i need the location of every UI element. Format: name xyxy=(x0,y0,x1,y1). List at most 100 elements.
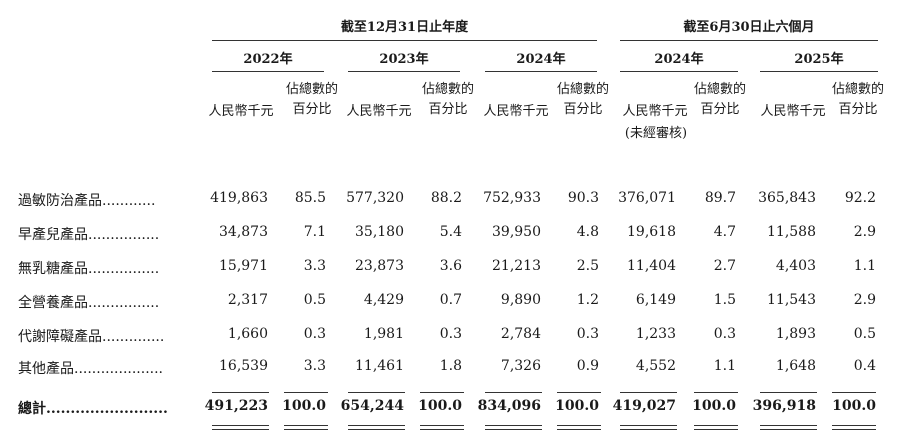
double-underline-segment xyxy=(620,429,677,430)
table-row: 無乳糖產品................ 15,971 3.3 23,873 3.6 2… xyxy=(0,258,900,282)
year-header-2023: 2023年 xyxy=(379,52,429,67)
percent-cell: 100.0 xyxy=(832,398,876,414)
table-row: 其他產品.................... 16,539 3.3 11,461 1… xyxy=(0,358,900,382)
percent-cell: 4.7 xyxy=(713,224,736,240)
percent-cell: 89.7 xyxy=(704,190,736,206)
amount-cell: 4,552 xyxy=(635,358,676,374)
total-top-rule xyxy=(620,392,677,393)
percent-cell: 7.1 xyxy=(303,224,326,240)
amount-cell: 34,873 xyxy=(219,224,268,240)
double-underline-segment xyxy=(284,425,328,426)
double-underline-segment xyxy=(348,429,405,430)
group-rule-annual xyxy=(212,40,597,41)
percent-cell: 1.2 xyxy=(576,292,599,308)
row-label: 無乳糖產品................ xyxy=(18,261,160,277)
percent-cell: 5.4 xyxy=(439,224,462,240)
amount-cell: 4,403 xyxy=(775,258,816,274)
total-row: 總計......................... 491,223 100.0 6… xyxy=(0,398,900,422)
percent-cell: 3.3 xyxy=(303,258,326,274)
percent-cell: 1.8 xyxy=(439,358,462,374)
amount-cell: 2,784 xyxy=(500,326,541,342)
table-row: 過敏防治產品............ 419,863 85.5 577,320 88.2… xyxy=(0,190,900,214)
amount-cell: 21,213 xyxy=(492,258,541,274)
percent-cell: 0.3 xyxy=(713,326,736,342)
double-underline-segment xyxy=(694,425,738,426)
percent-cell: 90.3 xyxy=(567,190,599,206)
subheader-unaudited: (未經審核) xyxy=(624,126,688,141)
amount-cell: 9,890 xyxy=(500,292,541,308)
percent-cell: 100.0 xyxy=(282,398,326,414)
percent-cell: 0.5 xyxy=(303,292,326,308)
year-header-2024-interim: 2024年 xyxy=(654,52,704,67)
amount-cell: 1,233 xyxy=(635,326,676,342)
percent-cell: 3.6 xyxy=(439,258,462,274)
row-label: 代謝障礙產品.............. xyxy=(18,329,165,345)
subheader-amount: 人民幣千元 xyxy=(622,104,688,119)
subheader-percent: 佔總數的 百分比 xyxy=(556,82,609,117)
amount-cell: 39,950 xyxy=(492,224,541,240)
amount-cell: 19,618 xyxy=(627,224,676,240)
double-underline-segment xyxy=(557,429,601,430)
subheader-percent: 佔總數的 百分比 xyxy=(693,82,746,117)
year-rule-2022 xyxy=(212,71,324,72)
percent-cell: 2.5 xyxy=(576,258,599,274)
double-underline-segment xyxy=(485,425,542,426)
amount-cell: 654,244 xyxy=(340,398,404,414)
amount-cell: 4,429 xyxy=(363,292,404,308)
double-underline-segment xyxy=(212,425,269,426)
percent-cell: 100.0 xyxy=(418,398,462,414)
period-group-title-annual: 截至12月31日止年度 xyxy=(340,20,469,35)
period-group-title-interim: 截至6月30日止六個月 xyxy=(683,20,815,35)
subheader-percent: 佔總數的 百分比 xyxy=(421,82,474,117)
double-underline-segment xyxy=(284,429,328,430)
percent-cell: 0.5 xyxy=(853,326,876,342)
amount-cell: 752,933 xyxy=(483,190,541,206)
subheader-amount: 人民幣千元 xyxy=(208,104,274,119)
amount-cell: 23,873 xyxy=(355,258,404,274)
double-underline-segment xyxy=(485,429,542,430)
percent-cell: 1.1 xyxy=(713,358,736,374)
subheader-percent: 佔總數的 百分比 xyxy=(285,82,338,117)
row-label: 過敏防治產品............ xyxy=(18,193,156,209)
amount-cell: 16,539 xyxy=(219,358,268,374)
row-label: 早產兒產品................ xyxy=(18,227,160,243)
year-header-2025: 2025年 xyxy=(794,52,844,67)
percent-cell: 0.4 xyxy=(853,358,876,374)
percent-cell: 0.3 xyxy=(439,326,462,342)
total-top-rule xyxy=(760,392,817,393)
year-rule-2023 xyxy=(348,71,460,72)
percent-cell: 1.1 xyxy=(853,258,876,274)
total-top-rule xyxy=(420,392,464,393)
double-underline-segment xyxy=(557,425,601,426)
total-top-rule xyxy=(284,392,328,393)
percent-cell: 0.9 xyxy=(576,358,599,374)
subheader-amount: 人民幣千元 xyxy=(346,104,412,119)
double-underline-segment xyxy=(420,425,464,426)
amount-cell: 419,863 xyxy=(210,190,268,206)
table-row: 全營養產品................ 2,317 0.5 4,429 0.7 9,8… xyxy=(0,292,900,316)
amount-cell: 11,404 xyxy=(627,258,676,274)
amount-cell: 7,326 xyxy=(500,358,541,374)
double-underline-segment xyxy=(760,425,817,426)
percent-cell: 85.5 xyxy=(294,190,326,206)
row-label: 其他產品.................... xyxy=(18,361,164,377)
total-label: 總計......................... xyxy=(18,401,168,417)
subheader-amount: 人民幣千元 xyxy=(483,104,549,119)
subheader-percent: 佔總數的 百分比 xyxy=(831,82,884,117)
double-underline-segment xyxy=(212,429,269,430)
total-top-rule xyxy=(348,392,405,393)
amount-cell: 376,071 xyxy=(618,190,676,206)
amount-cell: 1,648 xyxy=(775,358,816,374)
amount-cell: 11,543 xyxy=(767,292,816,308)
amount-cell: 1,660 xyxy=(227,326,268,342)
year-rule-2025 xyxy=(760,71,878,72)
amount-cell: 577,320 xyxy=(346,190,404,206)
year-rule-2024 xyxy=(485,71,597,72)
amount-cell: 1,981 xyxy=(363,326,404,342)
year-rule-2024-interim xyxy=(620,71,738,72)
amount-cell: 35,180 xyxy=(355,224,404,240)
percent-cell: 0.7 xyxy=(439,292,462,308)
year-header-2022: 2022年 xyxy=(243,52,293,67)
total-top-rule xyxy=(212,392,269,393)
percent-cell: 2.9 xyxy=(853,224,876,240)
